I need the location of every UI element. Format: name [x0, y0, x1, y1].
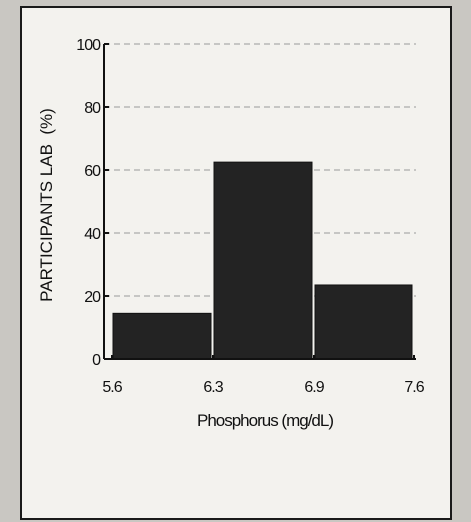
y-ticks: 0 20 40 60 80 100 — [76, 37, 109, 369]
y-axis-title: PARTICIPANTS LAB (%) — [37, 108, 56, 302]
x-tick-label: 6.3 — [203, 379, 223, 396]
x-tick-label: 7.6 — [404, 379, 424, 396]
bar — [213, 161, 313, 360]
bar — [314, 284, 413, 360]
y-tick-label: 40 — [84, 226, 101, 243]
bar — [112, 312, 212, 360]
axes — [103, 44, 416, 360]
x-tick-label: 5.6 — [102, 379, 122, 396]
y-tick-label: 60 — [84, 163, 101, 180]
y-tick-label: 20 — [84, 289, 101, 306]
x-tick-label: 6.9 — [304, 379, 324, 396]
x-axis-title: Phosphorus (mg/dL) — [197, 411, 333, 430]
y-tick-label: 0 — [92, 352, 101, 369]
y-tick-label: 100 — [76, 37, 101, 54]
x-ticks: 5.6 6.3 6.9 7.6 — [102, 355, 426, 396]
y-tick-label: 80 — [84, 100, 101, 117]
bars — [112, 161, 413, 360]
